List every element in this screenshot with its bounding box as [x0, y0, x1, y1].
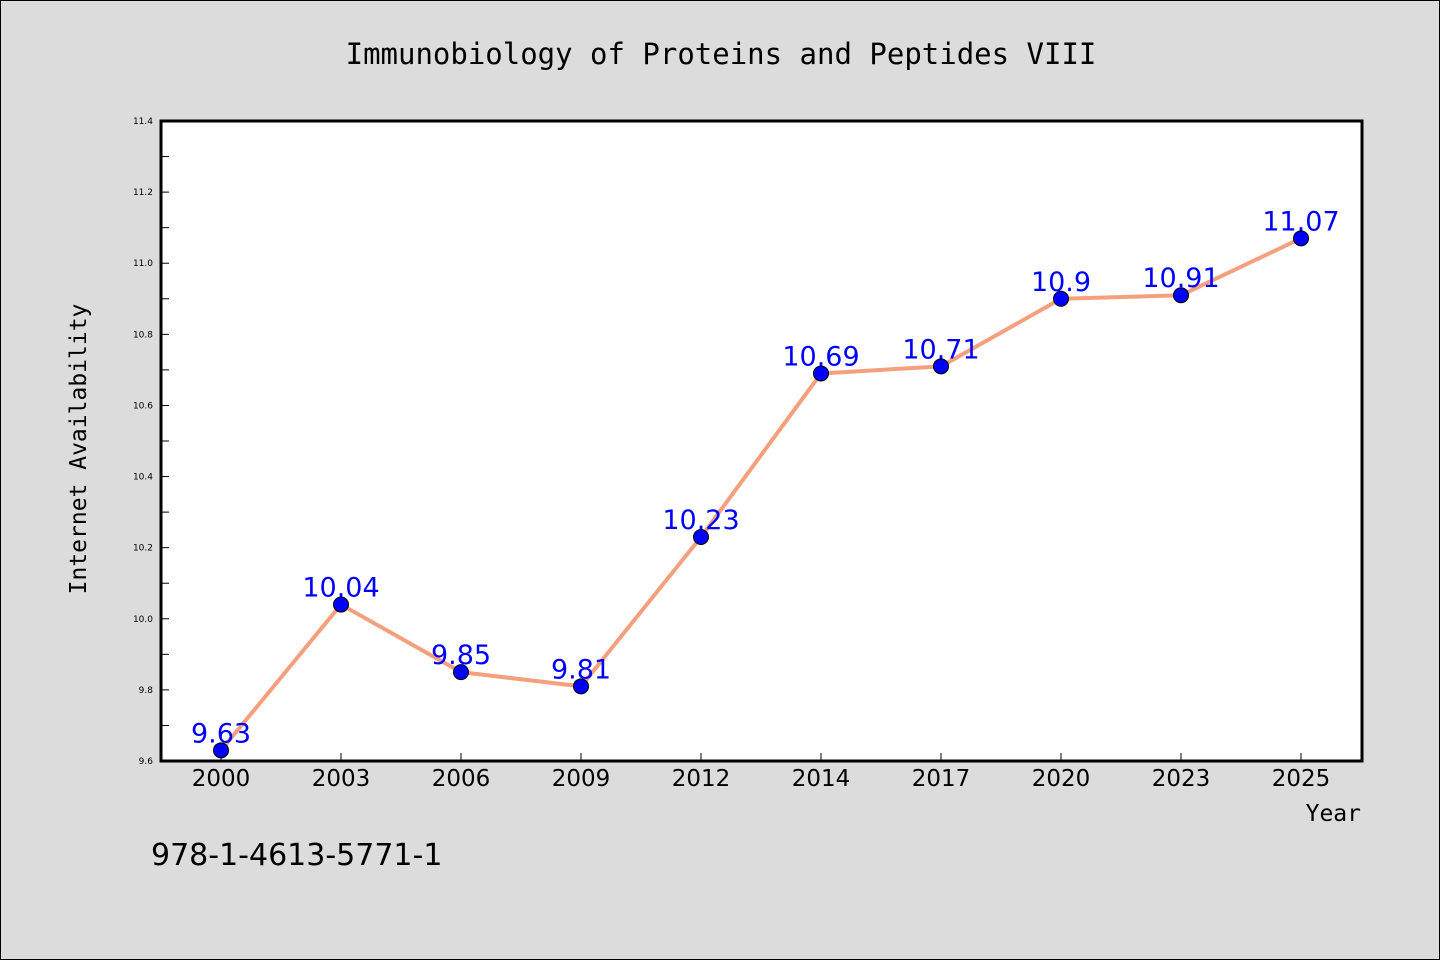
x-axis-label: Year	[1306, 801, 1361, 827]
data-point	[1173, 287, 1189, 304]
plot-area	[159, 119, 1364, 763]
data-label: 9.85	[431, 640, 491, 671]
y-tick-label: 9.6	[139, 757, 154, 767]
data-label: 9.81	[551, 654, 611, 685]
series: 9.63 10.04 9.85 9.81 10.23 10.69 10.71 10.9 10.9…	[191, 206, 1340, 759]
data-point	[453, 664, 469, 681]
y-tick-label: 10.4	[133, 473, 153, 483]
x-tick-label: 2000	[192, 766, 251, 792]
y-tick-label: 11.4	[133, 117, 153, 127]
data-point	[333, 596, 349, 613]
data-point	[813, 365, 829, 382]
y-axis-label: Internet Availability	[66, 304, 92, 595]
data-label: 10.04	[302, 573, 379, 604]
y-tick-label: 10.6	[133, 401, 153, 411]
y-axis: 9.6 9.8 10.0 10.2 10.4 10.6 10.8 11.0 11.2 11.4	[133, 117, 169, 767]
footer-isbn: 978-1-4613-5771-1	[151, 838, 442, 873]
data-point	[933, 358, 949, 375]
y-tick-label: 10.0	[133, 615, 153, 625]
y-tick-label: 10.2	[133, 544, 153, 554]
data-label: 10.23	[662, 505, 739, 536]
x-tick-label: 2009	[552, 766, 611, 792]
data-label: 10.71	[902, 334, 979, 365]
data-label: 10.9	[1031, 267, 1091, 298]
data-point	[1293, 230, 1309, 247]
x-tick-label: 2017	[912, 766, 971, 792]
x-tick-label: 2020	[1032, 766, 1091, 792]
x-tick-label: 2006	[432, 766, 491, 792]
chart-title: Immunobiology of Proteins and Peptides V…	[346, 37, 1097, 71]
y-tick-label: 10.8	[133, 330, 153, 340]
y-tick-label: 9.8	[139, 686, 154, 696]
data-point	[573, 678, 589, 695]
y-tick-label: 11.2	[133, 188, 153, 198]
x-tick-label: 2014	[792, 766, 851, 792]
data-label: 11.07	[1262, 206, 1339, 237]
x-tick-label: 2025	[1272, 766, 1331, 792]
x-tick-label: 2023	[1152, 766, 1211, 792]
y-tick-label: 11.0	[133, 259, 153, 269]
data-point	[1053, 290, 1069, 307]
x-tick-label: 2012	[672, 766, 731, 792]
data-label: 9.63	[191, 718, 251, 749]
data-point	[213, 742, 229, 759]
series-line	[219, 236, 1302, 752]
x-tick-label: 2003	[312, 766, 371, 792]
data-point	[693, 529, 709, 545]
data-label: 10.69	[782, 341, 859, 372]
data-label: 10.91	[1142, 263, 1219, 294]
